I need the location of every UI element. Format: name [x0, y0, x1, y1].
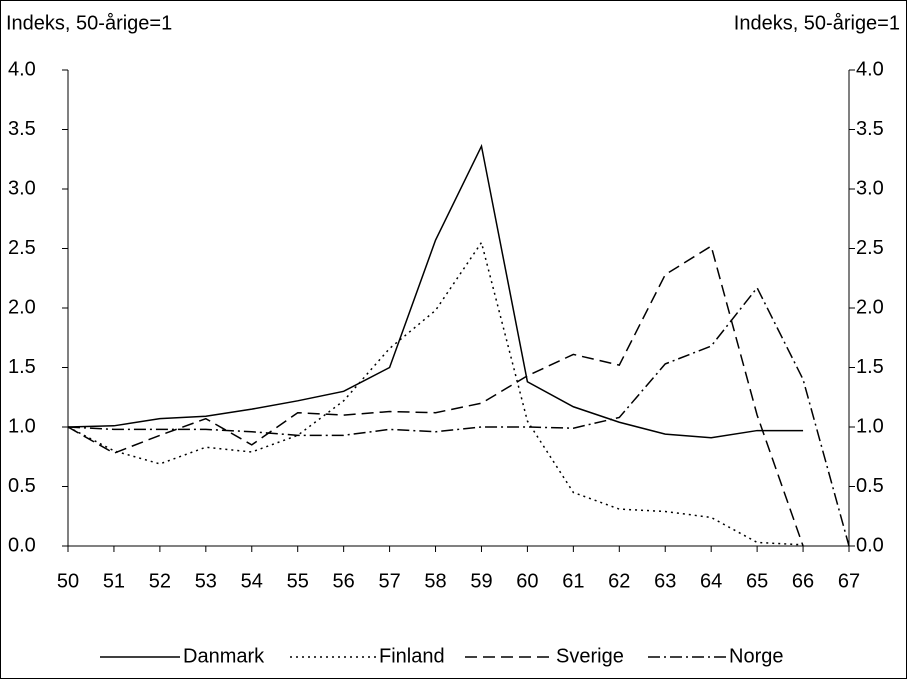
- y-tick-label: 2.5: [8, 237, 36, 259]
- series-line: [67, 286, 850, 547]
- x-tick-label: 56: [333, 570, 355, 592]
- y-tick-label: 4.0: [8, 58, 36, 80]
- y2-tick-label: 0.5: [856, 475, 884, 497]
- y-axis-label: Indeks, 50-årige=1: [6, 12, 172, 34]
- y2-tick-label: 2.5: [856, 237, 884, 259]
- x-tick-label: 52: [149, 570, 171, 592]
- y-tick-label: 3.5: [8, 118, 36, 140]
- x-tick-label: 54: [241, 570, 263, 592]
- x-tick-label: 59: [470, 570, 492, 592]
- y2-tick-label: 0.0: [856, 534, 884, 556]
- x-tick-label: 58: [424, 570, 446, 592]
- x-tick-label: 61: [562, 570, 584, 592]
- series-line: [67, 240, 804, 546]
- x-tick-label: 63: [654, 570, 676, 592]
- legend-label: Norge: [729, 645, 783, 667]
- y2-axis-label: Indeks, 50-årige=1: [734, 12, 900, 34]
- y2-tick-label: 1.5: [856, 356, 884, 378]
- x-tick-label: 53: [195, 570, 217, 592]
- legend-label: Danmark: [183, 645, 265, 667]
- x-tick-label: 67: [838, 570, 860, 592]
- y2-tick-label: 3.0: [856, 177, 884, 199]
- x-tick-label: 65: [746, 570, 768, 592]
- y-tick-label: 1.5: [8, 356, 36, 378]
- legend-label: Sverige: [556, 645, 624, 667]
- y2-tick-label: 4.0: [856, 58, 884, 80]
- x-tick-label: 50: [57, 570, 79, 592]
- x-tick-label: 62: [608, 570, 630, 592]
- x-tick-label: 57: [378, 570, 400, 592]
- y-tick-label: 2.0: [8, 296, 36, 318]
- series-line: [67, 143, 804, 439]
- x-tick-label: 55: [287, 570, 309, 592]
- legend-label: Finland: [379, 645, 445, 667]
- series-line: [67, 244, 804, 547]
- x-tick-label: 66: [792, 570, 814, 592]
- y2-tick-label: 1.0: [856, 415, 884, 437]
- y-tick-label: 1.0: [8, 415, 36, 437]
- y-tick-label: 0.0: [8, 534, 36, 556]
- y2-tick-label: 3.5: [856, 118, 884, 140]
- x-tick-label: 60: [516, 570, 538, 592]
- x-tick-label: 51: [103, 570, 125, 592]
- y-tick-label: 3.0: [8, 177, 36, 199]
- x-tick-label: 64: [700, 570, 722, 592]
- y-tick-label: 0.5: [8, 475, 36, 497]
- y2-tick-label: 2.0: [856, 296, 884, 318]
